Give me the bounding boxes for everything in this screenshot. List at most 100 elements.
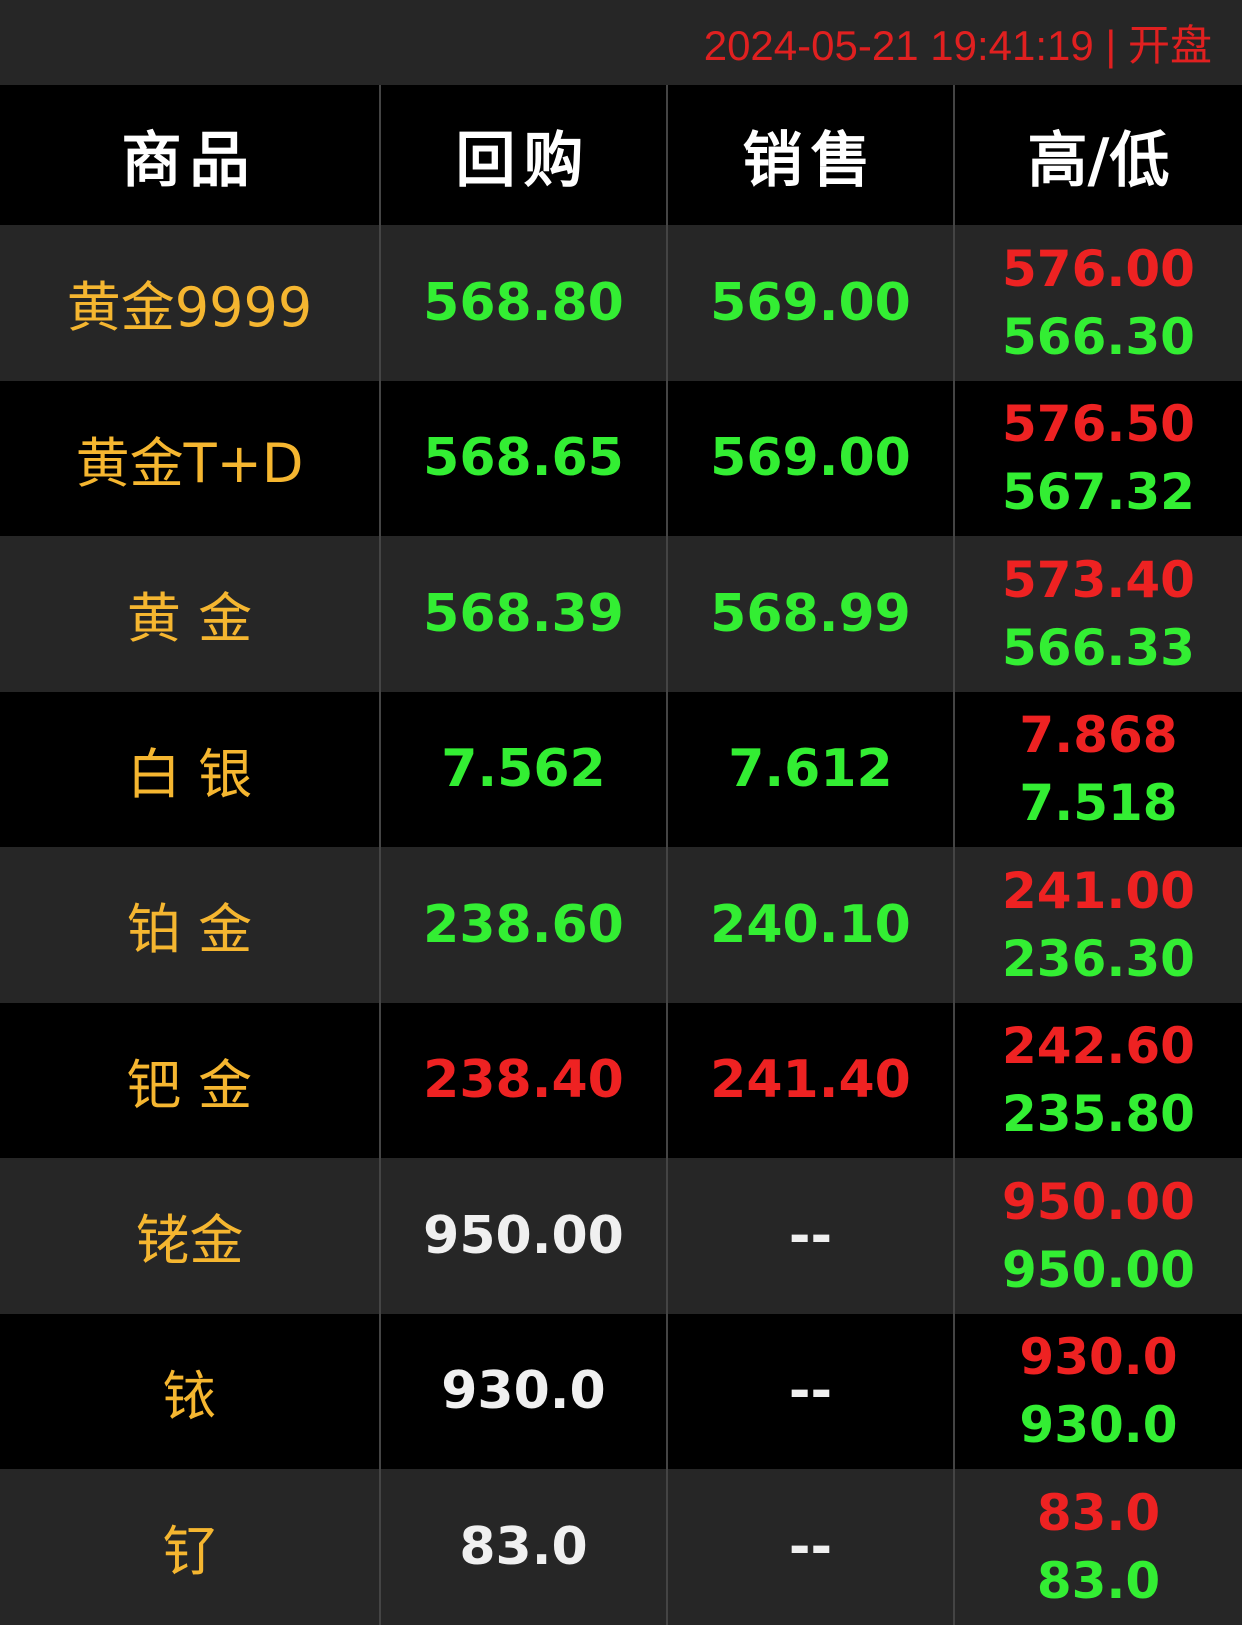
buyback-price: 83.0 [459, 1516, 588, 1577]
high-low-cell: 83.0 83.0 [955, 1469, 1242, 1625]
product-name-cell: 白 银 [0, 691, 381, 847]
separator: | [1105, 22, 1117, 69]
table-row[interactable]: 钌 83.0 -- 83.0 83.0 [0, 1469, 1242, 1625]
sell-cell: 569.00 [668, 380, 955, 536]
sell-price: 240.10 [710, 894, 911, 955]
product-name-cell: 黄金T+D [0, 380, 381, 536]
low-price: 236.30 [1002, 929, 1195, 988]
high-low-cell: 242.60 235.80 [955, 1003, 1242, 1159]
low-price: 930.0 [1019, 1396, 1178, 1455]
buyback-cell: 83.0 [381, 1469, 668, 1625]
product-name: 铱 [162, 1364, 217, 1428]
low-price: 567.32 [1002, 463, 1195, 522]
header-buyback: 回购 [381, 85, 668, 225]
product-name-cell: 钯 金 [0, 1002, 381, 1158]
buyback-price: 930.0 [441, 1361, 606, 1422]
table-header: 商品 回购 销售 高/低 [0, 85, 1242, 225]
low-price: 83.0 [1036, 1551, 1161, 1610]
sell-cell: -- [668, 1313, 955, 1469]
table-row[interactable]: 铂 金 238.60 240.10 241.00 236.30 [0, 847, 1242, 1003]
high-low-cell: 950.00 950.00 [955, 1158, 1242, 1314]
high-price: 930.0 [1019, 1328, 1178, 1387]
high-low-cell: 7.868 7.518 [955, 692, 1242, 848]
product-name-cell: 钌 [0, 1469, 381, 1625]
sell-price: 241.40 [710, 1050, 911, 1111]
product-name: 铂 金 [126, 898, 253, 962]
high-price: 573.40 [1002, 550, 1195, 609]
buyback-price: 238.60 [423, 894, 624, 955]
datetime: 2024-05-21 19:41:19 [703, 22, 1094, 69]
high-low-cell: 241.00 236.30 [955, 847, 1242, 1003]
sell-cell: -- [668, 1158, 955, 1314]
high-price: 950.00 [1002, 1172, 1195, 1231]
high-price: 242.60 [1002, 1017, 1195, 1076]
high-price: 7.868 [1019, 706, 1178, 765]
sell-price: 7.612 [728, 739, 893, 800]
price-table: 黄金9999 568.80 569.00 576.00 566.30 黄金T+D 568.6… [0, 225, 1242, 1625]
low-price: 7.518 [1019, 774, 1178, 833]
buyback-price: 7.562 [441, 739, 606, 800]
table-row[interactable]: 钯 金 238.40 241.40 242.60 235.80 [0, 1002, 1242, 1159]
buyback-cell: 950.00 [381, 1158, 668, 1314]
low-price: 566.30 [1002, 307, 1195, 366]
buyback-cell: 568.80 [381, 225, 668, 381]
market-status-text: 2024-05-21 19:41:19 | 开盘 [704, 12, 1212, 73]
market-state: 开盘 [1127, 22, 1212, 69]
sell-price: 568.99 [710, 583, 911, 644]
header-high-low: 高/低 [1027, 125, 1170, 196]
table-row[interactable]: 黄金9999 568.80 569.00 576.00 566.30 [0, 225, 1242, 381]
buyback-cell: 238.40 [381, 1002, 668, 1158]
sell-price: -- [788, 1516, 833, 1577]
sell-price: 569.00 [710, 272, 911, 333]
product-name: 黄金T+D [75, 431, 304, 495]
high-low-cell: 930.0 930.0 [955, 1314, 1242, 1470]
product-name: 白 银 [126, 742, 253, 806]
sell-cell: 240.10 [668, 847, 955, 1003]
table-row[interactable]: 白 银 7.562 7.612 7.868 7.518 [0, 691, 1242, 848]
table-row[interactable]: 黄金T+D 568.65 569.00 576.50 567.32 [0, 380, 1242, 537]
low-price: 950.00 [1002, 1240, 1195, 1299]
low-price: 235.80 [1002, 1085, 1195, 1144]
buyback-price: 238.40 [423, 1050, 624, 1111]
low-price: 566.33 [1002, 618, 1195, 677]
sell-price: 569.00 [710, 428, 911, 489]
product-name: 黄金9999 [66, 276, 313, 340]
product-name: 黄 金 [126, 587, 253, 651]
product-name-cell: 铑金 [0, 1158, 381, 1314]
sell-price: -- [788, 1361, 833, 1422]
buyback-price: 568.39 [423, 583, 624, 644]
high-price: 241.00 [1002, 861, 1195, 920]
header-sell: 销售 [668, 85, 955, 225]
buyback-cell: 238.60 [381, 847, 668, 1003]
buyback-cell: 7.562 [381, 691, 668, 847]
high-price: 576.50 [1002, 395, 1195, 454]
high-price: 576.00 [1002, 239, 1195, 298]
product-name: 钯 金 [126, 1053, 253, 1117]
high-low-cell: 573.40 566.33 [955, 536, 1242, 692]
table-row[interactable]: 黄 金 568.39 568.99 573.40 566.33 [0, 536, 1242, 692]
buyback-price: 950.00 [423, 1205, 624, 1266]
buyback-price: 568.80 [423, 272, 624, 333]
buyback-price: 568.65 [423, 428, 624, 489]
product-name: 钌 [162, 1520, 217, 1584]
product-name-cell: 黄金9999 [0, 225, 381, 381]
status-bar: 2024-05-21 19:41:19 | 开盘 [0, 0, 1242, 85]
high-low-cell: 576.00 566.30 [955, 225, 1242, 381]
high-price: 83.0 [1036, 1483, 1161, 1542]
product-name-cell: 铂 金 [0, 847, 381, 1003]
buyback-cell: 930.0 [381, 1313, 668, 1469]
product-name-cell: 铱 [0, 1313, 381, 1469]
sell-cell: -- [668, 1469, 955, 1625]
sell-cell: 569.00 [668, 225, 955, 381]
product-name: 铑金 [135, 1209, 244, 1273]
sell-cell: 7.612 [668, 691, 955, 847]
buyback-cell: 568.39 [381, 536, 668, 692]
table-row[interactable]: 铱 930.0 -- 930.0 930.0 [0, 1313, 1242, 1470]
header-product: 商品 [0, 85, 381, 225]
product-name-cell: 黄 金 [0, 536, 381, 692]
high-low-cell: 576.50 567.32 [955, 381, 1242, 537]
table-row[interactable]: 铑金 950.00 -- 950.00 950.00 [0, 1158, 1242, 1314]
buyback-cell: 568.65 [381, 380, 668, 536]
sell-price: -- [788, 1205, 833, 1266]
sell-cell: 241.40 [668, 1002, 955, 1158]
